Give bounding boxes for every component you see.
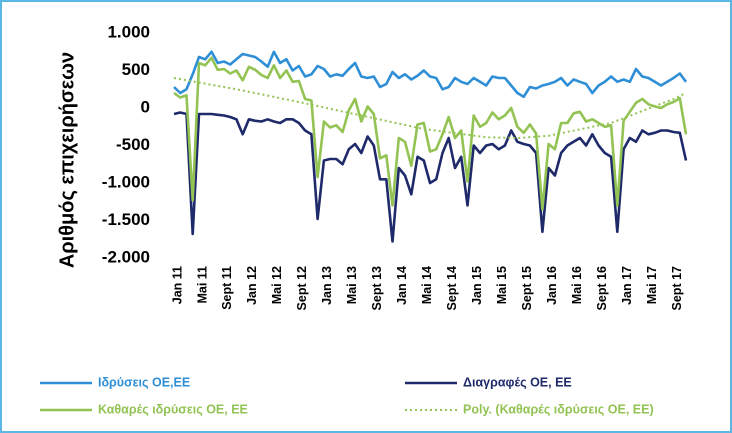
- series-line: [173, 111, 688, 243]
- y-tick-label: -1.000: [102, 172, 150, 191]
- y-tick-label: 0: [141, 97, 150, 116]
- x-tick-label: Mai 13: [345, 266, 359, 304]
- x-tick-label: Jan 12: [245, 266, 259, 305]
- x-tick-label: Jan 13: [320, 266, 334, 305]
- x-tick-label: Jan 15: [470, 266, 484, 305]
- y-tick-label: -500: [116, 135, 150, 154]
- series-line: [173, 77, 687, 139]
- y-axis-label: Αριθμός επιχειρήσεων: [56, 52, 78, 268]
- x-tick-label: Sept 17: [670, 266, 684, 311]
- x-tick-label: Mai 16: [570, 266, 584, 304]
- x-tick-label: Jan 16: [545, 266, 559, 305]
- y-tick-label: -1.500: [102, 210, 150, 229]
- x-tick-label: Jan 17: [620, 266, 634, 305]
- x-tick-label: Sept 15: [520, 266, 534, 311]
- y-tick-label: -2.000: [102, 247, 150, 266]
- x-tick-label: Sept 14: [445, 266, 459, 311]
- legend-label: Poly. (Καθαρές ιδρύσεις ΟΕ, ΕΕ): [463, 402, 654, 416]
- series-line: [173, 50, 688, 99]
- x-tick-label: Mai 14: [420, 266, 434, 304]
- x-tick-label: Mai 17: [645, 266, 659, 304]
- series-line: [173, 56, 688, 211]
- legend-label: Διαγραφές ΟΕ, ΕΕ: [463, 375, 572, 389]
- x-tick-label: Sept 12: [295, 266, 309, 311]
- x-tick-label: Sept 16: [595, 266, 609, 311]
- x-tick-label: Mai 12: [270, 266, 284, 304]
- x-tick-label: Sept 11: [220, 266, 234, 310]
- x-tick-label: Jan 14: [395, 266, 409, 305]
- y-tick-label: 500: [122, 60, 150, 79]
- x-tick-label: Mai 11: [195, 266, 209, 304]
- x-tick-label: Jan 11: [170, 266, 184, 304]
- legend-label: Ιδρύσεις ΟΕ,ΕΕ: [98, 375, 190, 389]
- legend-label: Καθαρές ιδρύσεις ΟΕ, ΕΕ: [98, 402, 248, 416]
- x-tick-label: Mai 15: [495, 266, 509, 304]
- x-tick-label: Sept 13: [370, 266, 384, 311]
- y-tick-label: 1.000: [107, 22, 150, 41]
